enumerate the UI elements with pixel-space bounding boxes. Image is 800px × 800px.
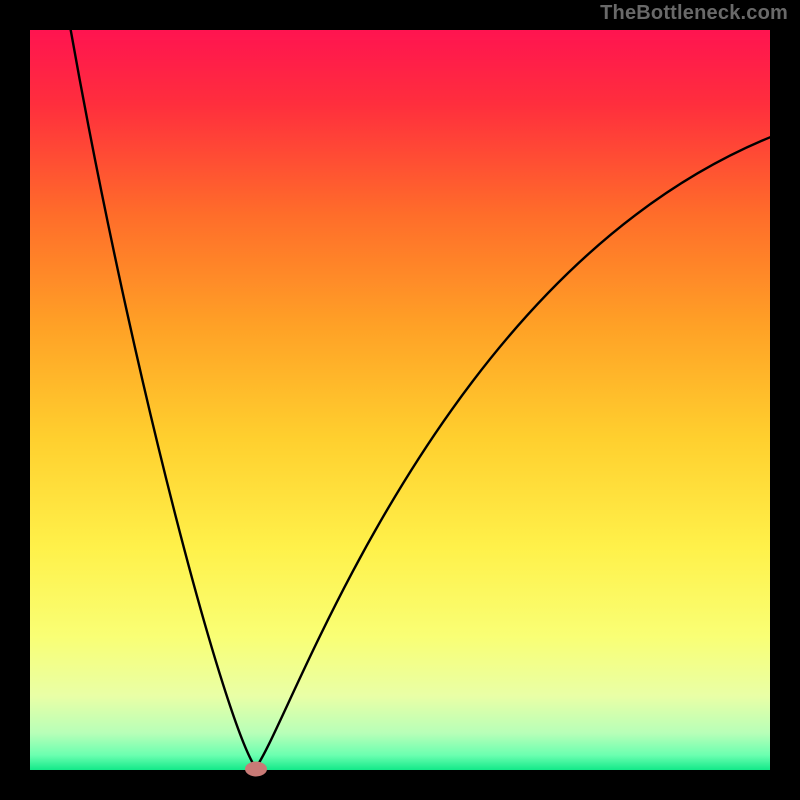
valley-marker <box>245 761 267 776</box>
curve-svg <box>0 0 800 800</box>
bottleneck-curve <box>71 30 770 768</box>
chart-container: TheBottleneck.com <box>0 0 800 800</box>
watermark-label: TheBottleneck.com <box>600 2 788 25</box>
